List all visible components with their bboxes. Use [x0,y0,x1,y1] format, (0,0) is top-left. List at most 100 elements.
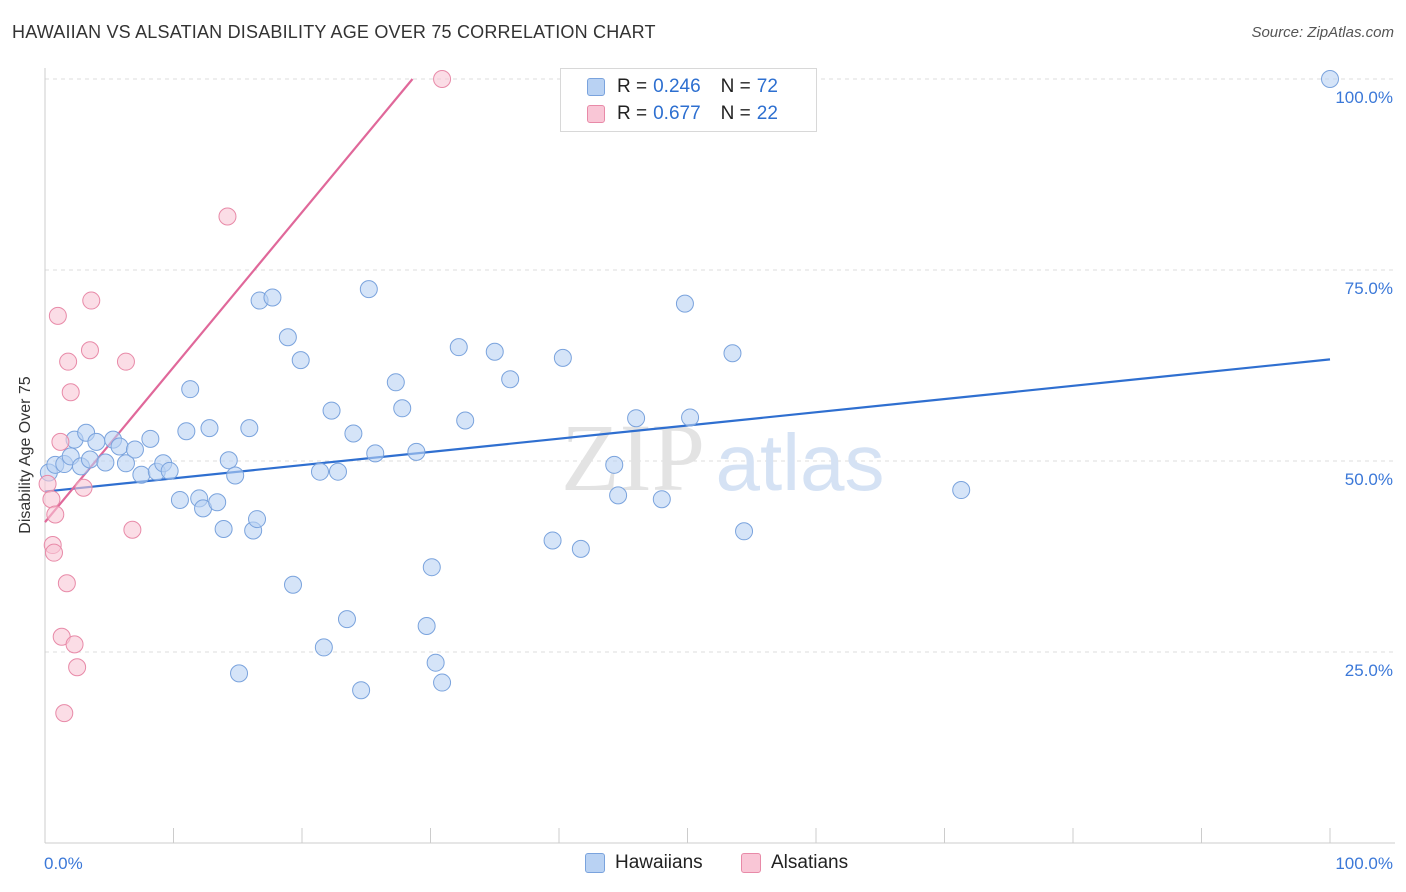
x-tick-label: 100.0% [1335,854,1393,873]
point-hawaiians [248,510,267,529]
point-alsatians [68,658,87,677]
point-hawaiians [553,348,572,367]
hawaiians-swatch [585,853,605,873]
point-hawaiians [116,454,135,473]
point-hawaiians [723,344,742,363]
y-tick-label: 50.0% [1345,470,1393,489]
r-label: R = [617,76,648,97]
point-hawaiians [675,294,694,313]
point-hawaiians [393,399,412,418]
point-hawaiians [627,409,646,428]
point-hawaiians [422,558,441,577]
point-hawaiians [605,455,624,474]
point-hawaiians [132,465,151,484]
point-hawaiians [284,575,303,594]
point-alsatians [80,341,99,360]
point-alsatians [48,306,67,325]
point-hawaiians [449,338,468,357]
point-hawaiians [407,442,426,461]
point-hawaiians [426,653,445,672]
point-hawaiians [328,462,347,481]
legend-row-hawaiians: R = 0.246 N = 72 [587,75,778,99]
point-hawaiians [681,408,700,427]
gridlines [45,78,1395,653]
legend-label-alsatians: Alsatians [771,852,849,873]
point-hawaiians [735,522,754,541]
point-hawaiians [456,411,475,430]
point-alsatians [44,543,63,562]
point-hawaiians [181,380,200,399]
point-alsatians [59,352,78,371]
r-value: 0.677 [653,103,701,124]
watermark-atlas: atlas [716,418,885,507]
point-hawaiians [609,486,628,505]
point-alsatians [74,478,93,497]
point-hawaiians [141,429,160,448]
point-alsatians [46,505,65,524]
point-hawaiians [337,610,356,629]
legend-item-alsatians[interactable]: Alsatians [741,852,848,874]
point-hawaiians [87,432,106,451]
y-tick-label: 25.0% [1345,661,1393,680]
alsatians-swatch [587,105,605,123]
point-hawaiians [543,531,562,550]
point-hawaiians [1321,70,1339,88]
y-axis-label: Disability Age Over 75 [17,376,34,534]
point-hawaiians [219,451,238,470]
point-hawaiians [433,673,452,692]
x-tick-label: 0.0% [44,854,83,873]
point-alsatians [51,432,70,451]
legend-item-hawaiians[interactable]: Hawaiians [585,852,703,874]
point-hawaiians [214,519,233,538]
point-alsatians [65,635,84,654]
alsatians-swatch [741,853,761,873]
point-alsatians [218,207,237,226]
point-hawaiians [263,288,282,307]
point-hawaiians [170,490,189,509]
point-alsatians [116,352,135,371]
point-hawaiians [160,461,179,480]
point-hawaiians [322,401,341,420]
point-alsatians [61,383,80,402]
point-hawaiians [366,444,385,463]
tick-labels: 25.0% 50.0% 75.0% 100.0% 0.0% 100.0% [44,88,1393,873]
legend-row-alsatians: R = 0.677 N = 22 [587,102,778,126]
watermark: ZIP atlas [561,404,884,511]
point-hawaiians [177,422,196,441]
point-hawaiians [278,328,297,347]
point-hawaiians [501,370,520,389]
point-alsatians [433,70,452,88]
point-hawaiians [352,681,371,700]
point-hawaiians [96,453,115,472]
point-hawaiians [417,617,436,636]
point-hawaiians [386,373,405,392]
point-alsatians [55,704,74,723]
data-points [38,70,1339,723]
point-hawaiians [125,440,144,459]
chart-title: HAWAIIAN VS ALSATIAN DISABILITY AGE OVER… [12,22,656,42]
point-hawaiians [291,351,310,370]
axes [44,68,1395,844]
trend-line-alsatians [44,78,414,523]
point-alsatians [82,291,101,310]
point-alsatians [38,474,57,493]
n-label: N = [720,76,751,97]
series-legend: Hawaiians Alsatians [0,852,1406,878]
y-tick-label: 100.0% [1335,88,1393,107]
y-tick-label: 75.0% [1345,279,1393,298]
point-alsatians [42,490,61,509]
point-hawaiians [652,490,671,509]
n-label: N = [720,103,751,124]
legend-label-hawaiians: Hawaiians [615,852,703,873]
point-hawaiians [208,493,227,512]
r-label: R = [617,103,648,124]
point-hawaiians [571,539,590,558]
point-alsatians [123,520,142,539]
point-hawaiians [80,450,99,469]
point-hawaiians [200,419,219,438]
point-hawaiians [310,462,329,481]
n-value: 72 [756,76,778,97]
point-hawaiians [226,466,245,485]
point-alsatians [57,574,76,593]
